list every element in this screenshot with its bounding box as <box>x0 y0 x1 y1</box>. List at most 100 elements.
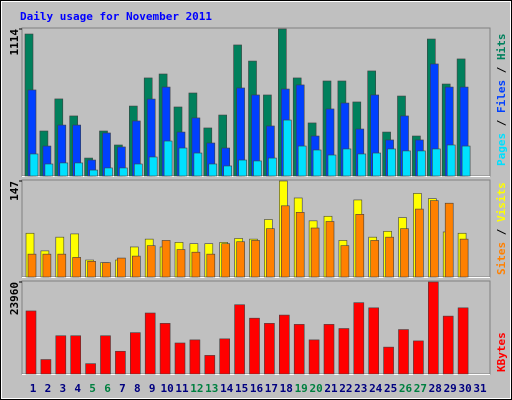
bar <box>427 281 439 375</box>
x-tick-label: 27 <box>414 382 427 395</box>
bar <box>100 335 111 375</box>
bar <box>55 335 67 375</box>
bar <box>234 304 245 375</box>
x-tick-label: 7 <box>119 382 126 395</box>
bar <box>189 339 201 375</box>
legend-entry: Files <box>495 80 508 113</box>
bar <box>266 228 275 278</box>
bar <box>70 335 81 375</box>
bar <box>400 228 409 278</box>
bar <box>219 338 230 375</box>
bar <box>327 154 337 177</box>
bar <box>102 262 111 278</box>
x-tick-label: 6 <box>104 382 111 395</box>
y-tick-label: 147 <box>8 181 21 201</box>
x-tick-label: 3 <box>59 382 66 395</box>
chart-title: Daily usage for November 2011 <box>20 10 212 23</box>
x-tick-label: 23 <box>354 382 367 395</box>
bar <box>282 119 292 177</box>
x-tick-label: 8 <box>134 382 141 395</box>
bar <box>342 148 352 177</box>
x-tick-label: 9 <box>149 382 156 395</box>
bar <box>431 148 441 177</box>
bar <box>446 144 456 177</box>
bar <box>357 153 367 177</box>
bar <box>132 255 141 278</box>
x-tick-label: 19 <box>295 382 308 395</box>
x-tick-label: 20 <box>309 382 322 395</box>
bar <box>27 253 37 278</box>
bar <box>370 240 380 278</box>
bar <box>310 227 320 278</box>
bar <box>204 355 216 375</box>
x-tick-label: 24 <box>369 382 383 395</box>
y-tick-label: 23960 <box>8 282 21 315</box>
legend-entry: KBytes <box>495 332 508 372</box>
bar <box>383 346 394 375</box>
bar <box>323 324 335 375</box>
bar <box>461 145 471 177</box>
bar <box>174 342 186 375</box>
bar <box>89 169 98 177</box>
bar <box>338 328 350 375</box>
bar <box>398 329 409 375</box>
bar <box>208 163 218 177</box>
x-tick-label: 28 <box>429 382 442 395</box>
bar <box>191 251 201 278</box>
bar <box>385 236 394 278</box>
legend-separator: / <box>495 222 508 242</box>
bar <box>57 253 67 278</box>
bar <box>159 323 171 375</box>
legend-entry: Pages <box>495 133 508 166</box>
x-tick-label: 30 <box>458 382 471 395</box>
bar <box>278 314 290 375</box>
bar <box>293 324 305 375</box>
bar <box>297 145 307 177</box>
x-tick-label: 12 <box>190 382 203 395</box>
x-tick-label: 1 <box>30 382 37 395</box>
x-tick-label: 21 <box>324 382 338 395</box>
bar <box>176 249 186 278</box>
y-tick-label: 1114 <box>8 29 21 56</box>
bar <box>115 350 126 375</box>
bar <box>104 167 113 177</box>
x-tick-label: 14 <box>220 382 234 395</box>
bar <box>280 205 290 278</box>
bar <box>117 257 126 278</box>
bar <box>40 359 52 375</box>
x-tick-label: 15 <box>235 382 248 395</box>
x-tick-label: 13 <box>205 382 218 395</box>
bar <box>325 221 335 278</box>
x-tick-label: 16 <box>250 382 264 395</box>
x-tick-label: 22 <box>339 382 352 395</box>
bar <box>253 160 262 177</box>
bar <box>178 147 188 177</box>
bar <box>130 332 141 375</box>
legend-entry: Hits <box>495 34 508 61</box>
bar <box>295 212 305 278</box>
x-tick-label: 5 <box>89 382 96 395</box>
bar <box>353 302 365 375</box>
x-tick-label: 26 <box>399 382 413 395</box>
legend-entry: Sites <box>495 242 508 275</box>
bar <box>25 310 37 375</box>
bar <box>442 315 454 375</box>
bar <box>161 240 171 278</box>
bar <box>402 150 411 177</box>
bar <box>372 152 382 177</box>
bar <box>221 243 230 278</box>
bar <box>457 307 469 375</box>
bar <box>223 165 232 177</box>
legend-entry: Visits <box>495 182 508 222</box>
bar <box>355 214 365 278</box>
bar <box>146 245 156 278</box>
bar <box>415 208 424 278</box>
bar <box>444 202 454 278</box>
bar <box>238 159 247 177</box>
bar <box>413 340 424 375</box>
bar <box>417 150 426 177</box>
bar <box>429 200 439 278</box>
